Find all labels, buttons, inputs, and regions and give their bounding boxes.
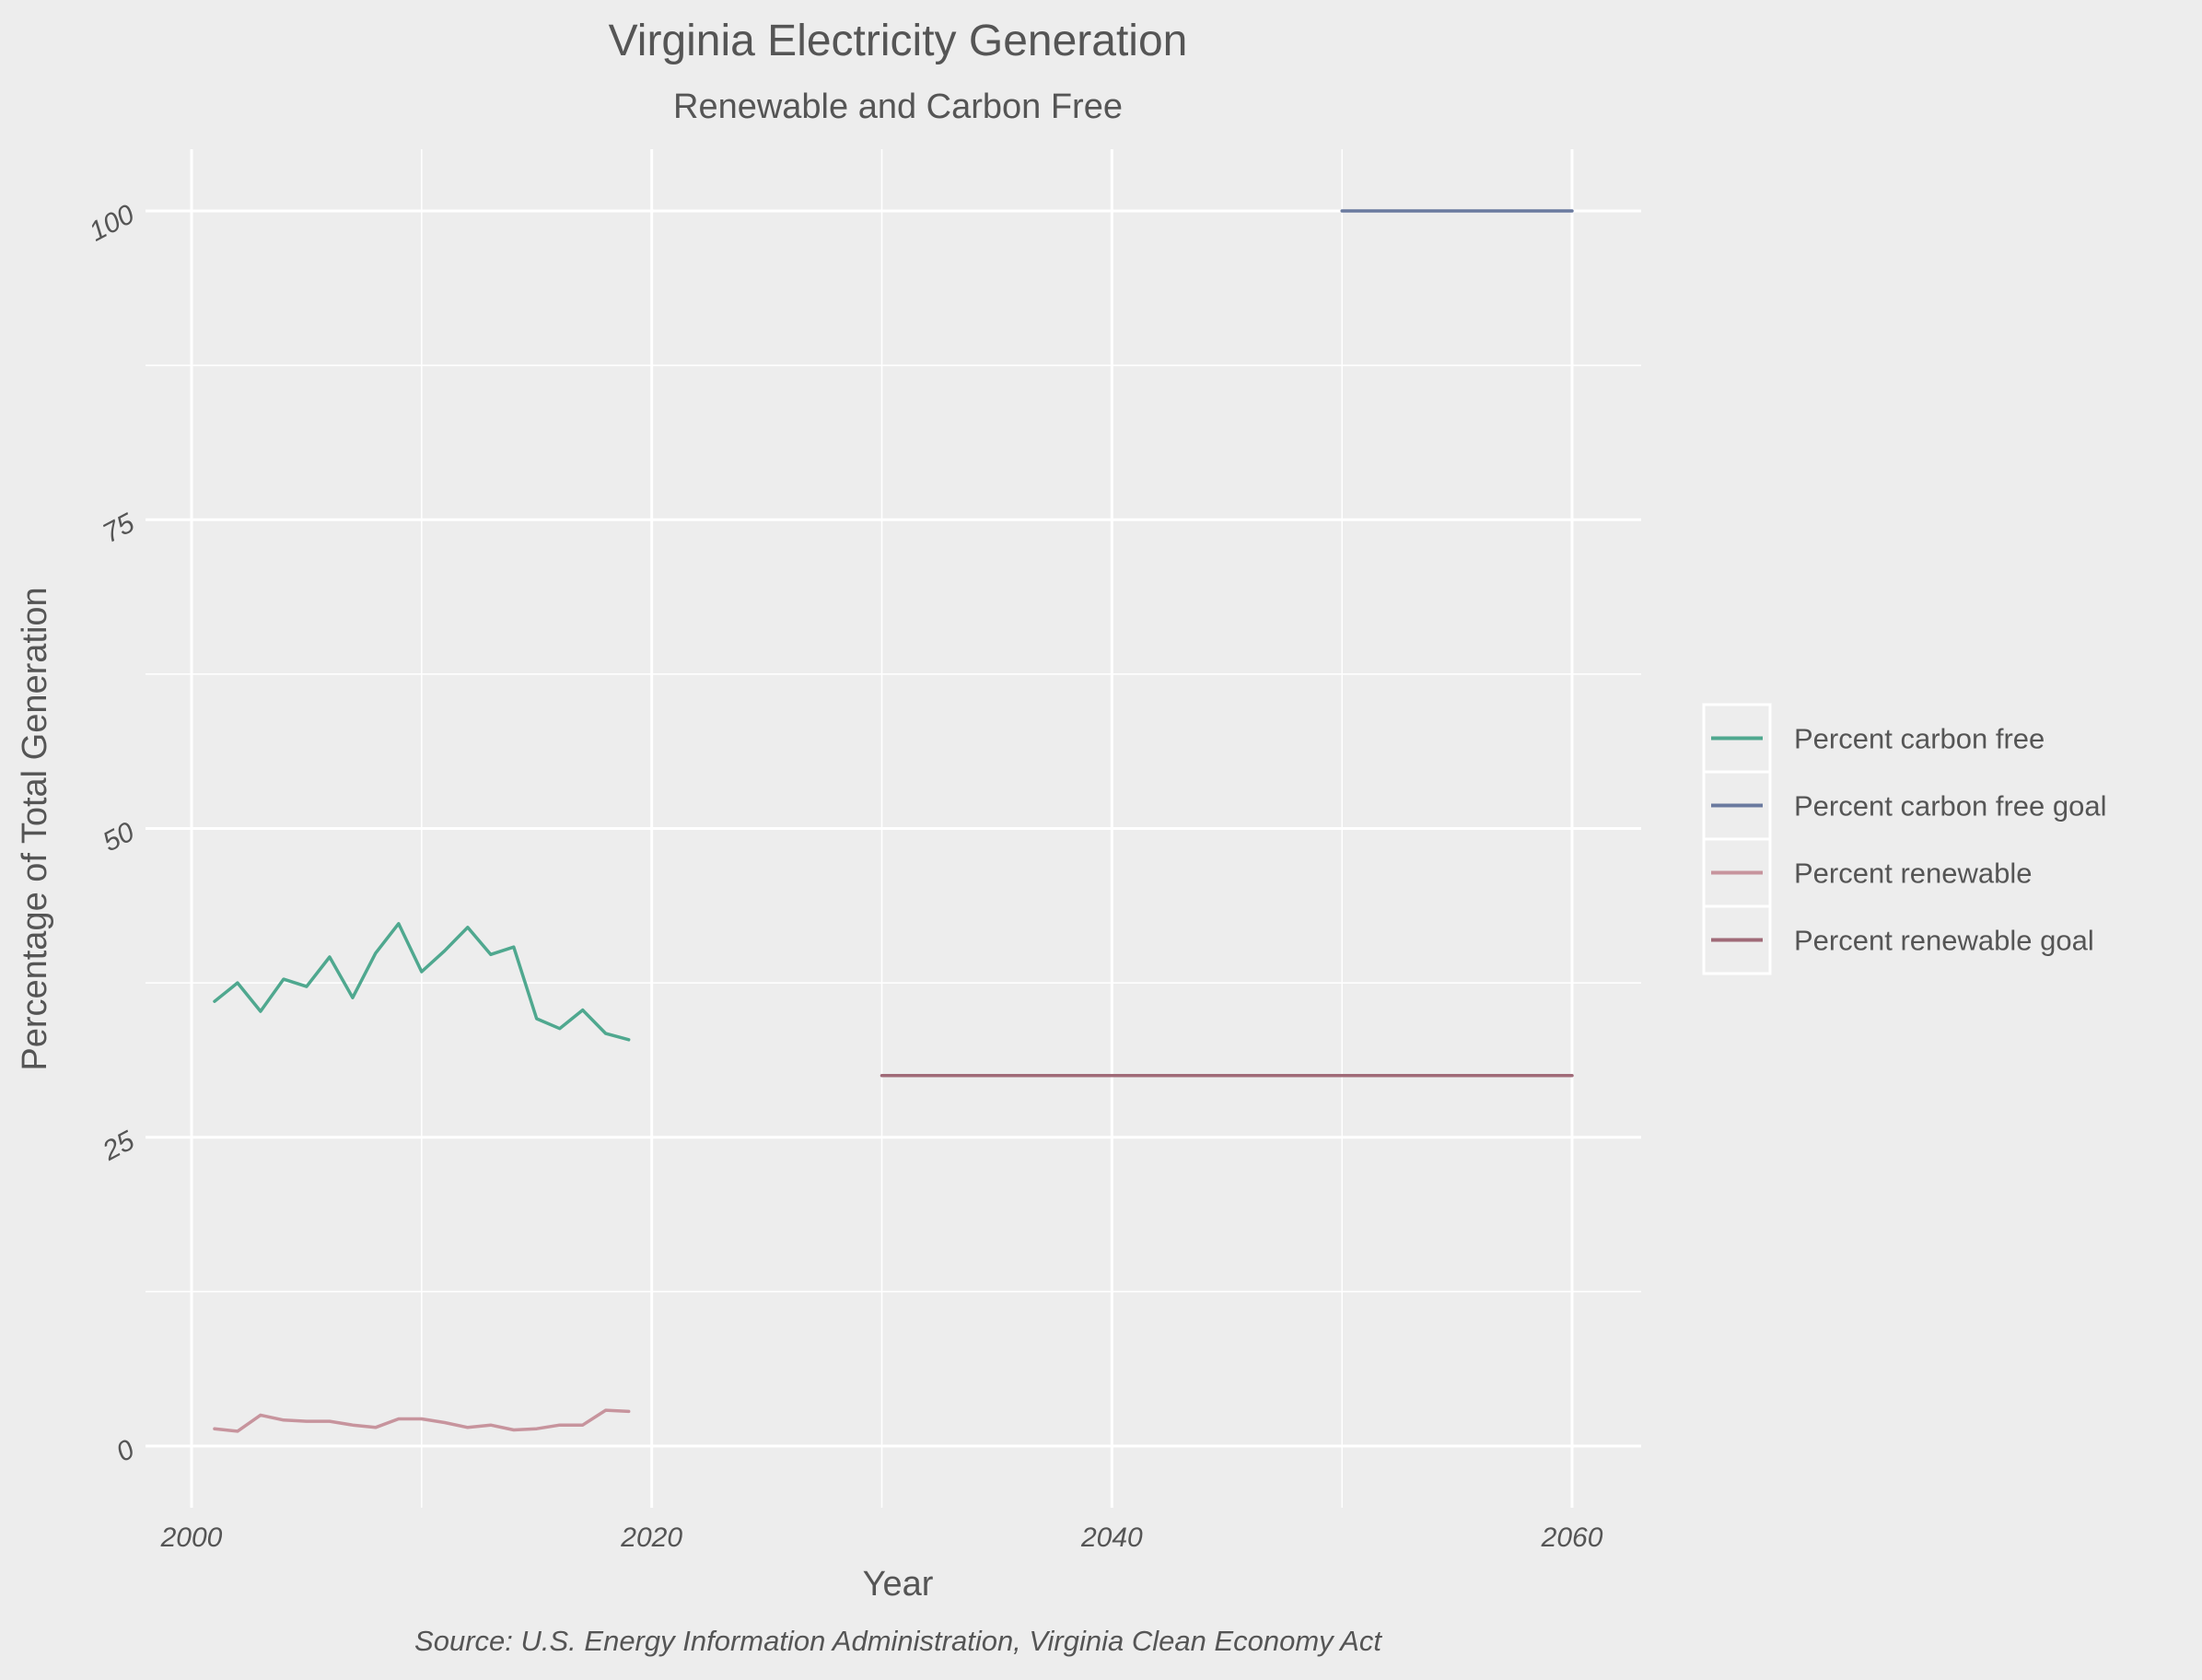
x-tick-label: 2040	[1080, 1522, 1143, 1553]
chart-title: Virginia Electricity Generation	[609, 17, 1188, 65]
x-tick-label: 2020	[620, 1522, 682, 1553]
x-axis-title: Year	[863, 1565, 934, 1604]
y-tick-label: 75	[98, 508, 139, 549]
y-axis-ticks: 0 25 50 75 100	[85, 199, 140, 1468]
series-line-percent-carbon-free	[213, 922, 631, 1042]
y-tick-label: 0	[111, 1434, 140, 1468]
grid	[146, 149, 1641, 1508]
x-axis-ticks: 2000 2020 2040 2060	[160, 1522, 1603, 1553]
chart-caption: Source: U.S. Energy Information Administ…	[414, 1625, 1382, 1657]
legend-label-percent-renewable-goal: Percent renewable goal	[1794, 925, 2094, 957]
series-line-percent-renewable	[213, 1408, 631, 1433]
x-tick-label: 2060	[1541, 1522, 1603, 1553]
y-tick-label: 50	[98, 816, 139, 858]
legend-label-percent-carbon-free: Percent carbon free	[1794, 723, 2045, 755]
chart-subtitle: Renewable and Carbon Free	[673, 88, 1123, 126]
legend: Percent carbon free Percent carbon free g…	[1702, 703, 2107, 975]
y-tick-label: 25	[97, 1126, 139, 1167]
x-tick-label: 2000	[160, 1522, 223, 1553]
legend-label-percent-renewable: Percent renewable	[1794, 858, 2033, 890]
y-axis-title: Percentage of Total Generation	[16, 587, 54, 1070]
series-lines	[213, 209, 1574, 1433]
y-tick-label: 100	[85, 199, 140, 248]
legend-label-percent-carbon-free-goal: Percent carbon free goal	[1794, 790, 2107, 822]
